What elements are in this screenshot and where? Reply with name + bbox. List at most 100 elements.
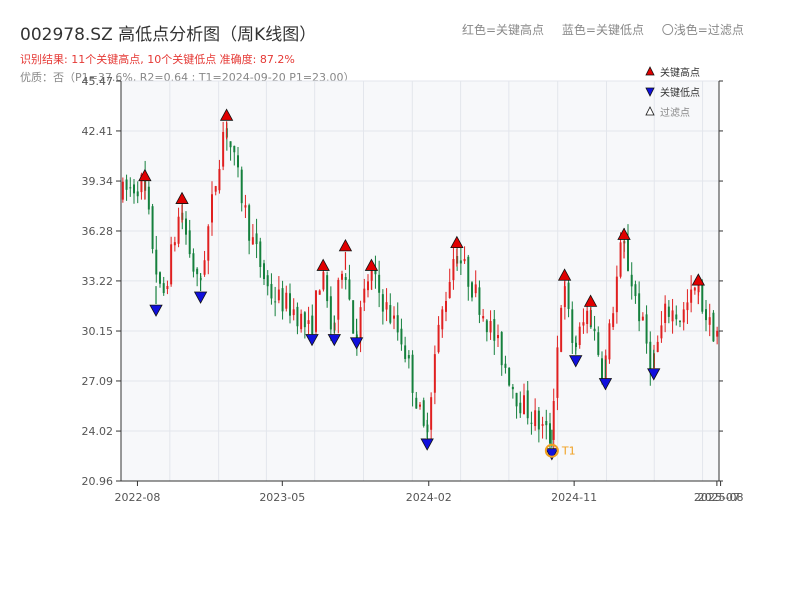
candle-body	[407, 355, 410, 359]
candle-body	[263, 263, 265, 280]
key-low-marker	[149, 304, 163, 317]
candle-body	[203, 260, 206, 275]
candle-body	[523, 395, 525, 415]
candle-body	[690, 289, 693, 303]
color-note-low: 蓝色=关键低点	[561, 23, 644, 37]
candle-body	[489, 320, 492, 333]
candle-body	[151, 206, 154, 250]
candle-body	[519, 402, 522, 414]
key-high-marker	[175, 191, 189, 204]
color-note: 红色=关键高点 蓝色=关键低点 〇浅色=过滤点	[462, 21, 758, 38]
y-tick-label: 36.28	[82, 225, 114, 238]
candle-body	[708, 317, 711, 325]
candle-body	[556, 347, 559, 398]
candle-body	[352, 300, 355, 334]
y-tick-label: 20.96	[82, 475, 114, 488]
legend-marker	[645, 106, 655, 116]
t1-marker	[544, 443, 559, 458]
candle-body	[671, 310, 674, 322]
candle-body	[597, 332, 600, 355]
candle-body	[493, 319, 496, 341]
candle-body	[452, 259, 455, 281]
candle-body	[129, 187, 132, 189]
key-low-marker	[420, 438, 434, 451]
candle-body	[526, 390, 529, 419]
candle-body	[571, 309, 574, 343]
key-high-marker	[316, 258, 330, 271]
candle-body	[567, 282, 570, 309]
candle-body	[374, 268, 377, 275]
key-low-marker	[569, 355, 583, 368]
candle-body	[534, 410, 537, 427]
candle-body	[277, 289, 280, 301]
candle-body	[645, 314, 648, 344]
candle-body	[415, 397, 418, 409]
chart-title: 002978.SZ 高低点分析图（周K线图）	[20, 25, 317, 45]
candle-body	[285, 292, 288, 309]
key-low-marker	[545, 448, 559, 461]
candle-body	[211, 194, 213, 223]
candle-body	[147, 186, 150, 210]
key-high-marker	[219, 108, 234, 121]
candle-body	[329, 296, 332, 330]
key-high-marker	[450, 235, 464, 249]
candle-body	[303, 312, 306, 328]
candle-body	[515, 392, 518, 407]
candle-body	[381, 294, 384, 312]
candle-body	[419, 404, 421, 407]
candle-body	[601, 358, 603, 379]
candle-body	[537, 410, 540, 430]
candle-body	[233, 145, 236, 153]
x-tick-label: 2025-08	[698, 491, 744, 504]
legend-marker	[645, 87, 655, 97]
candle-body	[136, 191, 139, 197]
key-high-marker	[583, 294, 598, 307]
candle-body	[318, 290, 321, 295]
candle-body	[207, 226, 210, 261]
candle-body	[170, 244, 173, 285]
t1-label: T1	[561, 445, 576, 458]
candle-body	[593, 328, 596, 332]
candle-body	[188, 230, 191, 255]
key-high-marker	[691, 273, 705, 286]
color-note-filtered: 〇浅色=过滤点	[661, 23, 744, 37]
candle-body	[259, 241, 262, 268]
axes: 20.96 24.02 27.09 30.15 33.22 36.28 39.34 42.41…	[82, 75, 744, 504]
candle-body	[497, 335, 499, 339]
candle-body	[140, 174, 143, 193]
candle-body	[541, 424, 544, 426]
candle-body	[530, 422, 533, 424]
candle-body	[445, 301, 447, 312]
candle-body	[159, 272, 161, 284]
candle-body	[121, 181, 124, 200]
candle-body	[222, 131, 225, 167]
key-high-marker	[557, 268, 572, 281]
candle-body	[508, 367, 511, 386]
key-low-marker	[327, 334, 341, 347]
candle-body	[229, 141, 232, 148]
key-high-marker	[617, 227, 631, 240]
legend-label: 关键低点	[660, 86, 700, 99]
candle-body	[582, 322, 585, 326]
candle-body	[133, 184, 135, 194]
candle-body	[667, 306, 670, 317]
candle-body	[578, 326, 581, 346]
candle-body	[560, 307, 563, 352]
y-tick-label: 33.22	[82, 275, 114, 288]
legend-marker	[645, 66, 655, 76]
candle-body	[500, 332, 503, 366]
candle-body	[214, 186, 217, 192]
candle-body	[422, 400, 425, 426]
candle-body	[433, 354, 436, 393]
candle-body	[255, 233, 258, 245]
candle-body	[649, 341, 652, 372]
candle-body	[705, 309, 707, 321]
candle-body	[240, 169, 243, 204]
candle-body	[656, 341, 659, 352]
candle-body	[192, 253, 195, 272]
candle-body	[545, 420, 548, 426]
key-low-marker	[193, 291, 208, 304]
candle-body	[385, 302, 388, 310]
candle-body	[307, 320, 310, 324]
